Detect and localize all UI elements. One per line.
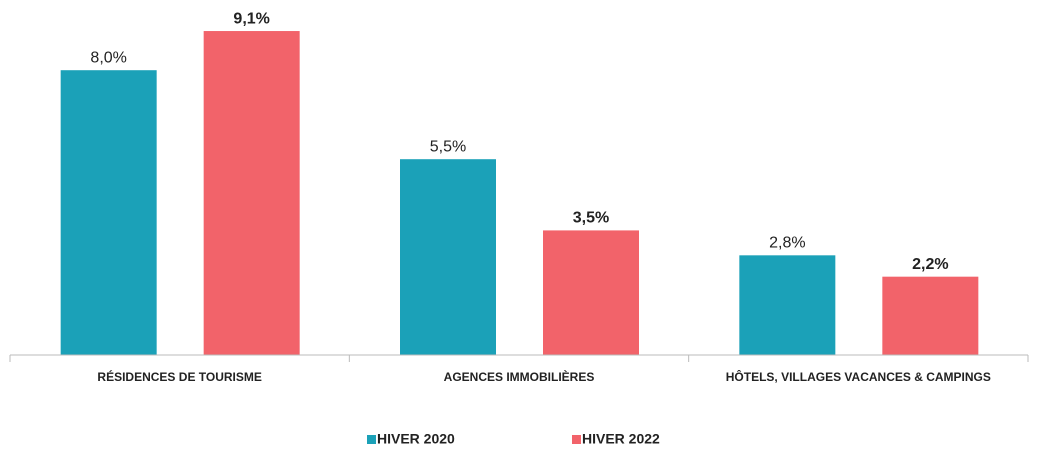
legend-label: HIVER 2020: [377, 431, 455, 447]
x-tick-label: AGENCES IMMOBILIÈRES: [444, 369, 595, 384]
value-label: 9,1%: [233, 10, 269, 27]
bar: [882, 276, 979, 355]
bar: [203, 31, 300, 355]
value-label: 2,2%: [912, 256, 948, 273]
bar: [543, 230, 639, 355]
x-tick-label: RÉSIDENCES DE TOURISME: [97, 369, 261, 384]
legend-swatch: [572, 435, 581, 444]
x-tick-label: HÔTELS, VILLAGES VACANCES & CAMPINGS: [726, 369, 991, 384]
bar: [60, 70, 157, 355]
value-label: 5,5%: [430, 138, 466, 155]
bar: [739, 255, 836, 355]
value-label: 3,5%: [573, 210, 609, 227]
bar: [400, 159, 496, 355]
value-label: 2,8%: [769, 235, 805, 252]
value-label: 8,0%: [90, 49, 126, 66]
legend-label: HIVER 2022: [582, 431, 660, 447]
legend-swatch: [367, 435, 376, 444]
